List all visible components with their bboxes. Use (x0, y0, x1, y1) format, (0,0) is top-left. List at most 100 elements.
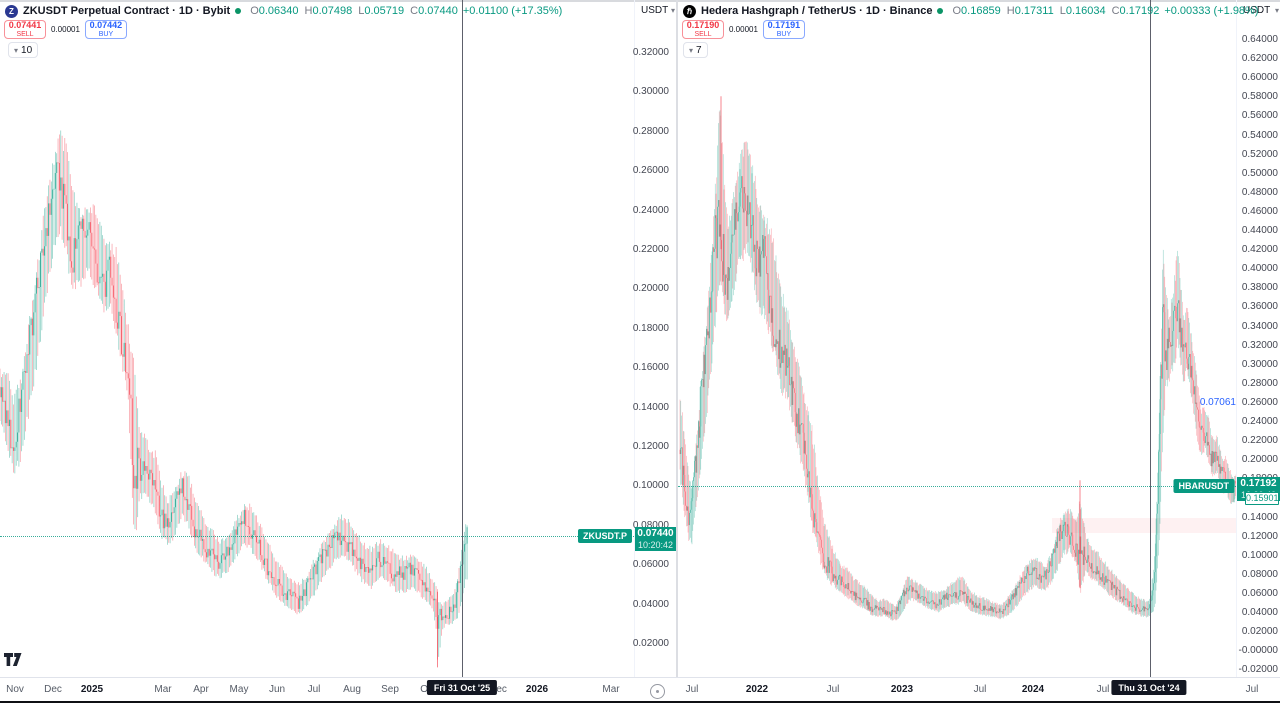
objects-count: 7 (696, 44, 702, 56)
time-tick-label: Jul (1245, 684, 1259, 695)
sell-button[interactable]: 0.07441 SELL (4, 19, 46, 39)
price-tick-label: 0.24000 (1241, 416, 1278, 427)
time-tick-label: 2025 (80, 684, 104, 695)
candlestick-chart[interactable] (0, 0, 1280, 677)
price-tick-label: 0.44000 (1241, 225, 1278, 236)
time-tick-label: Mar (154, 684, 172, 695)
time-tick-label: Jul (307, 684, 321, 695)
price-tick-label: 0.30000 (1241, 358, 1278, 370)
tradingview-logo[interactable] (4, 653, 22, 668)
time-tick-label: Jul (973, 684, 987, 695)
ohlc-item: H0.07498 (304, 5, 353, 17)
price-tick-label: 0.26000 (632, 165, 669, 177)
price-tick-label: 0.02000 (1241, 626, 1278, 638)
price-tick-label: 0.34000 (1241, 320, 1278, 332)
ohlc-values: O0.06340 H0.07498 L0.05719 C0.07440 (250, 5, 458, 17)
buy-button[interactable]: 0.17191 BUY (762, 19, 805, 39)
sell-price: 0.17190 (686, 19, 720, 30)
time-axis[interactable]: NovDec2025MarAprMayJunJulAugSepOctNovDec… (0, 677, 1280, 701)
price-tick-label: 0.04000 (1241, 607, 1278, 618)
price-tick-label: 0.22000 (632, 244, 669, 255)
price-tick-label: 0.28000 (632, 125, 669, 137)
price-tick-label: 0.64000 (1241, 34, 1278, 45)
supply-demand-zone (1052, 518, 1236, 533)
price-tick-label: 0.50000 (1241, 167, 1278, 179)
ohlc-item: H0.17311 (1006, 5, 1054, 17)
price-tick-label: 0.08000 (632, 519, 669, 531)
ohlc-item: C0.17192 (1111, 5, 1160, 17)
spread-value: 0.00001 (729, 24, 758, 34)
price-tick-label: 0.46000 (1241, 205, 1278, 217)
price-tick-label: 0.14000 (1241, 511, 1278, 523)
price-axis[interactable]: USDT ▾ 0.64000 0.62000 0.60000 0.58000 0.56000… (1236, 0, 1280, 677)
buy-price: 0.07442 (89, 19, 123, 30)
time-tick-label: 2022 (745, 684, 769, 695)
price-tick-label: 0.20000 (632, 283, 669, 295)
axis-currency-unit[interactable]: USDT ▾ (1243, 5, 1279, 16)
crosshair-date-tooltip: Fri 31 Oct '25 (426, 680, 498, 695)
last-price-label: 0.07440 10:20:42 (635, 526, 676, 551)
time-tick-label: Jul (826, 684, 840, 695)
price-tick-label: 0.30000 (632, 86, 669, 98)
change-value: +0.00333 (+1.98%) (1164, 5, 1259, 17)
chevron-down-icon: ▾ (689, 45, 694, 55)
objects-tree-chip[interactable]: ▾ 10 (8, 42, 39, 58)
window-bottom-edge (0, 700, 1280, 703)
time-tick-label: 2023 (890, 684, 914, 695)
price-tick-label: 0.20000 (1241, 454, 1278, 466)
chevron-down-icon: ▾ (1274, 6, 1279, 15)
symbol-title[interactable]: ZKUSDT Perpetual Contract · 1D · Bybit (23, 5, 231, 17)
price-tick-label: 0.54000 (1241, 129, 1278, 141)
price-axis[interactable]: USDT ▾ 0.32000 0.30000 0.28000 0.26000 0.24000… (632, 0, 677, 677)
price-tick-label: 0.06000 (632, 559, 669, 571)
buy-price: 0.17191 (767, 19, 801, 30)
ohlc-item: C0.07440 (410, 5, 458, 17)
time-tick-label: Jul (685, 684, 699, 695)
pane-header-right: ℏ Hedera Hashgraph / TetherUS · 1D · Bin… (683, 4, 1259, 18)
crosshair-vertical-line (462, 0, 463, 677)
objects-count: 10 (21, 44, 33, 56)
sell-button[interactable]: 0.17190 SELL (682, 19, 724, 39)
price-tick-label: 0.38000 (1241, 282, 1278, 294)
scroll-to-recent-icon[interactable] (650, 684, 665, 699)
window-top-edge (0, 0, 1280, 2)
sell-label: SELL (694, 30, 712, 38)
price-tick-label: 0.32000 (632, 47, 669, 58)
price-tick-label: 0.10000 (632, 480, 669, 492)
low-price-label: 0.15901 (1245, 492, 1279, 506)
hedera-logo: ℏ (683, 4, 696, 18)
time-tick-label: Dec (489, 684, 507, 695)
buy-label: BUY (98, 30, 114, 38)
price-tick-label: 0.60000 (1241, 72, 1278, 84)
ohlc-item: L0.05719 (358, 5, 405, 17)
symbol-title[interactable]: Hedera Hashgraph / TetherUS · 1D · Binan… (701, 5, 933, 17)
time-tick-label: Mar (602, 684, 620, 695)
last-price: 0.07440 (637, 527, 674, 539)
price-tick-label: -0.02000 (1238, 664, 1278, 676)
pane-divider[interactable] (676, 0, 678, 700)
buy-label: BUY (776, 30, 792, 38)
time-tick-label: May (229, 684, 249, 695)
ohlc-item: L0.16034 (1059, 5, 1106, 17)
price-tick-label: 0.52000 (1241, 148, 1278, 160)
trade-row-right: 0.17190 SELL 0.00001 0.17191 BUY (682, 19, 805, 39)
price-tick-label: 0.26000 (1241, 396, 1278, 408)
price-tick-label: 0.14000 (632, 401, 669, 413)
current-price-line (678, 486, 1236, 488)
price-tick-label: 0.62000 (1241, 53, 1278, 65)
price-tick-label: -0.00000 (1238, 645, 1278, 657)
price-tick-label: 0.40000 (1241, 263, 1278, 275)
axis-currency-unit[interactable]: USDT ▾ (641, 5, 675, 16)
pane-header-left: Z ZKUSDT Perpetual Contract · 1D · Bybit… (5, 4, 562, 18)
price-tick-label: 0.02000 (632, 638, 669, 649)
candles-pane-1 (679, 96, 1237, 621)
time-tick-label: Sep (381, 684, 399, 695)
buy-button[interactable]: 0.07442 BUY (84, 19, 127, 39)
objects-tree-chip[interactable]: ▾ 7 (683, 42, 708, 58)
candles-pane-0 (0, 130, 468, 668)
time-tick-label: Dec (44, 684, 62, 695)
time-tick-label: Jun (268, 684, 286, 695)
spread-value: 0.00001 (51, 24, 80, 34)
price-tick-label: 0.12000 (632, 441, 669, 452)
price-tick-label: 0.24000 (632, 204, 669, 216)
